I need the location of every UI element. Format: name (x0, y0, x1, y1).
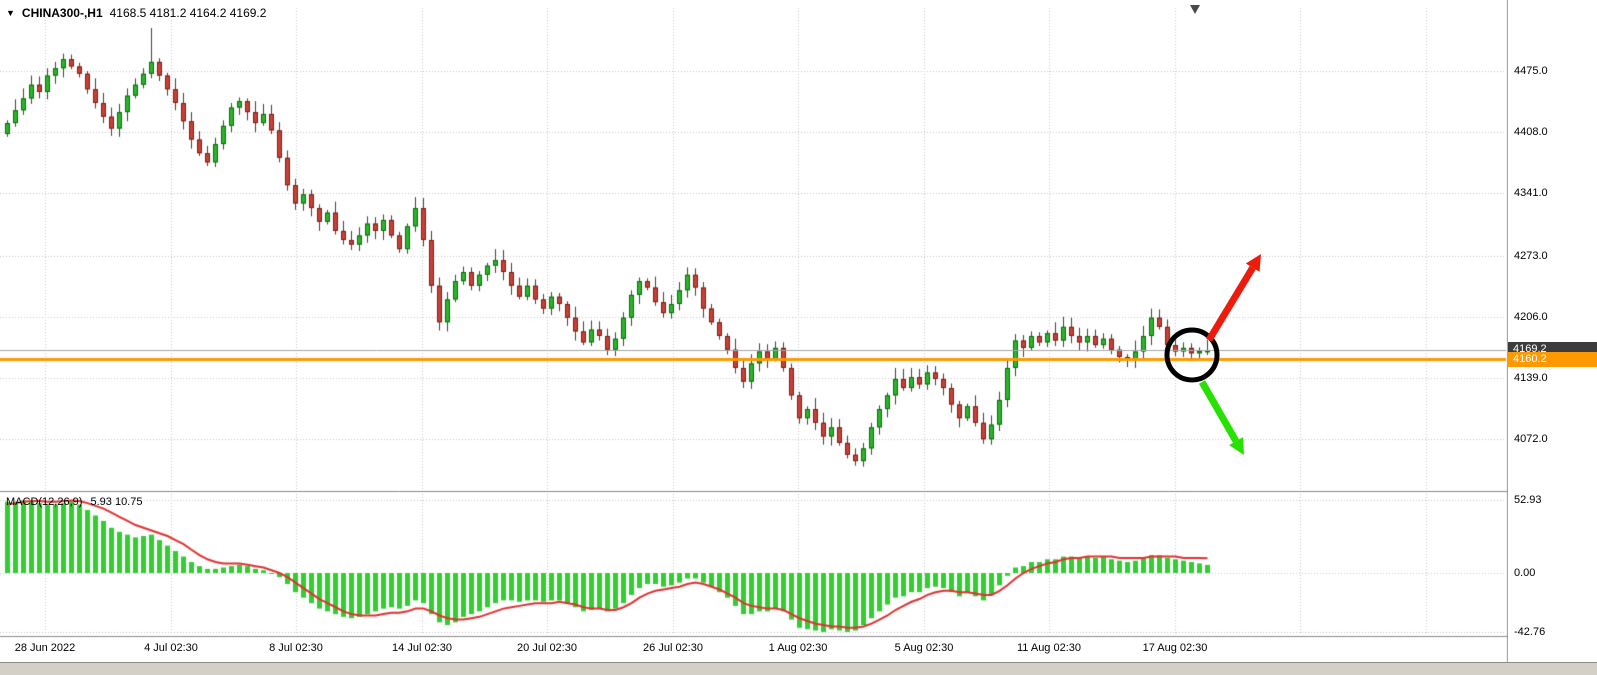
collapse-triangle-icon[interactable]: ▼ (6, 8, 15, 18)
time-axis-label: 1 Aug 02:30 (768, 642, 828, 654)
time-axis-label: 28 Jun 2022 (14, 642, 76, 654)
macd-axis-label: -42.76 (1514, 625, 1546, 638)
time-axis-label: 5 Aug 02:30 (894, 642, 954, 654)
time-axis-label: 14 Jul 02:30 (392, 642, 452, 654)
price-axis-label: 4341.0 (1514, 187, 1548, 200)
window-bottom-edge (0, 662, 1597, 675)
ohlc-values: 4168.5 4181.2 4164.2 4169.2 (109, 6, 267, 20)
hline-price-label[interactable]: 4160.2 (1508, 351, 1597, 367)
macd-axis-label: 52.93 (1514, 494, 1542, 507)
time-axis-label: 26 Jul 02:30 (643, 642, 703, 654)
macd-axis-label: 0.00 (1514, 567, 1536, 579)
price-axis-label: 4206.0 (1514, 310, 1548, 323)
price-axis-label: 4273.0 (1514, 249, 1548, 262)
macd-indicator-label: MACD(12,26,9) (6, 496, 83, 508)
price-axis-label: 4408.0 (1514, 126, 1548, 139)
time-axis-label: 4 Jul 02:30 (144, 642, 198, 654)
time-axis[interactable]: 28 Jun 2022 4 Jul 02:30 8 Jul 02:30 14 Jul … (0, 637, 1506, 662)
price-axis-label: 4475.0 (1514, 65, 1548, 77)
price-axis-label: 4072.0 (1514, 433, 1548, 446)
symbol-timeframe-label: CHINA300-,H1 (21, 6, 103, 20)
price-axis-label: 4139.0 (1514, 372, 1548, 384)
chart-shift-marker-icon[interactable] (1190, 5, 1200, 14)
time-axis-label: 17 Aug 02:30 (1142, 642, 1208, 654)
price-axis[interactable]: 4475.0 4408.0 4341.0 4273.0 4206.0 4139.0 4072… (1508, 0, 1597, 662)
macd-legend: MACD(12,26,9) 5.93 10.75 (6, 496, 147, 508)
macd-indicator-values: 5.93 10.75 (90, 496, 143, 508)
time-axis-label: 20 Jul 02:30 (517, 642, 577, 654)
time-axis-label: 11 Aug 02:30 (1016, 642, 1082, 654)
time-axis-label: 8 Jul 02:30 (269, 642, 323, 654)
symbol-legend: ▼ CHINA300-,H1 4168.5 4181.2 4164.2 4169… (6, 6, 266, 20)
